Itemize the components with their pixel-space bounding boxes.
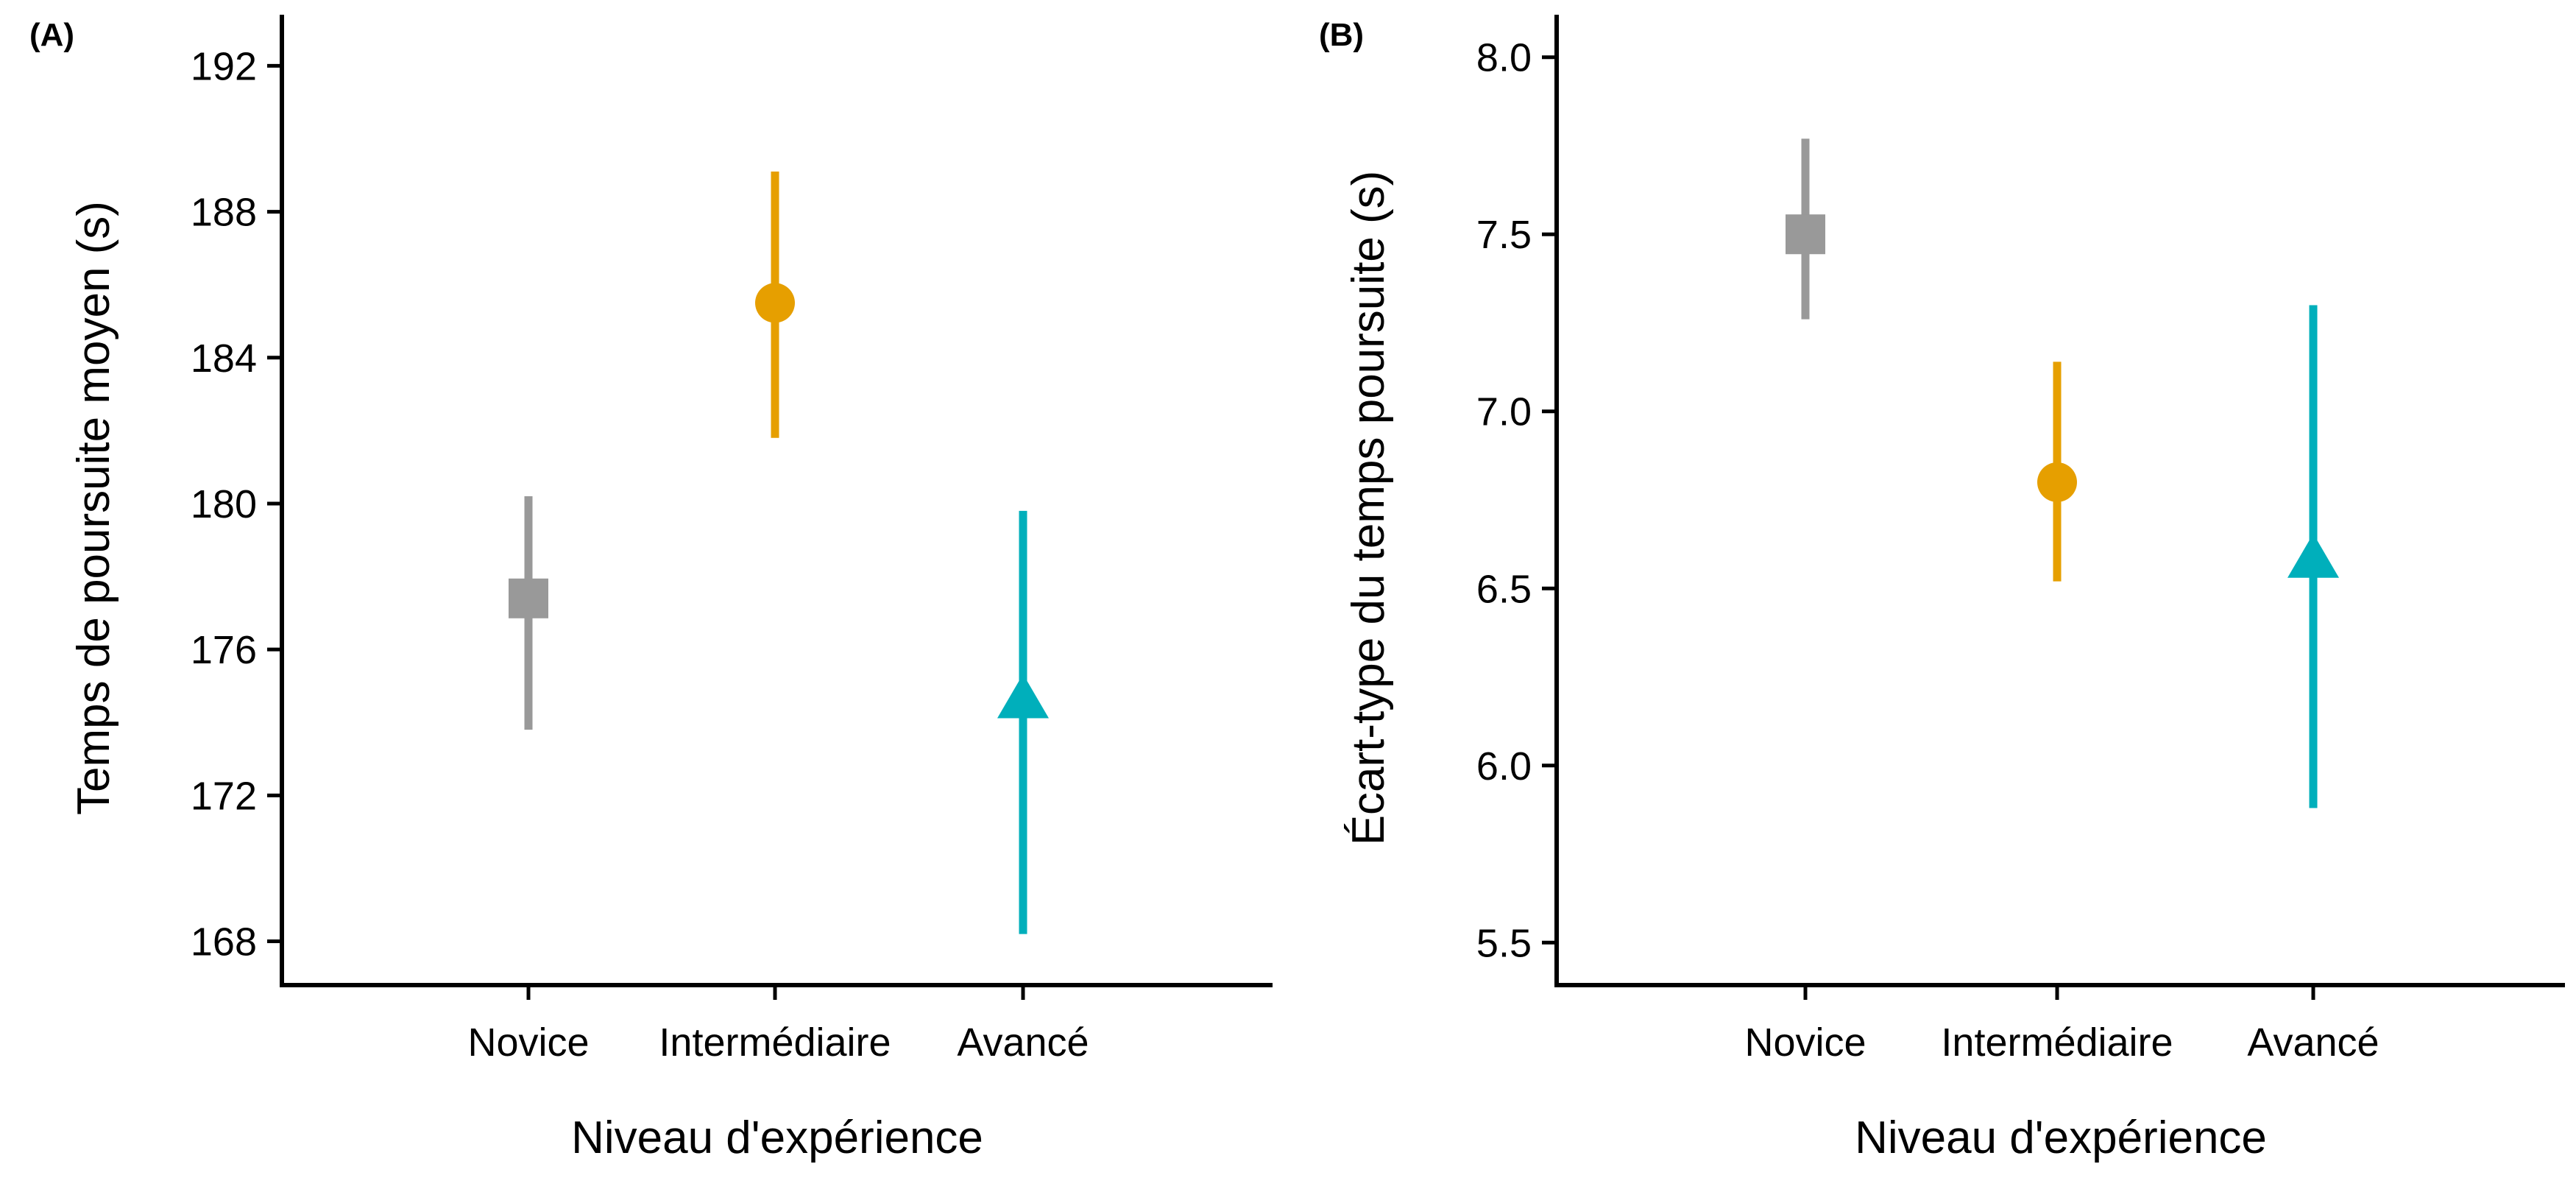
panel-b-x-tick-label: Novice [1744, 1020, 1866, 1065]
panel-b-point-avance [2287, 534, 2339, 578]
panel-a: (A) 168 172 176 180 184 188 192 Novice Interméd… [29, 15, 1273, 1163]
panel-a-y-tick-label: 176 [191, 628, 257, 672]
panel-a-x-ticks: Novice Intermédiaire Avancé [467, 985, 1089, 1065]
panel-a-y-tick-label: 180 [191, 482, 257, 526]
panel-a-tag: (A) [29, 17, 74, 53]
panel-a-y-tick-label: 192 [191, 44, 257, 88]
panel-b-y-tick-label: 8.0 [1476, 36, 1532, 80]
panel-a-x-tick-label: Intermédiaire [659, 1020, 891, 1065]
panel-b-y-ticks: 5.5 6.0 6.5 7.0 7.5 8.0 [1476, 36, 1557, 966]
panel-a-y-tick-label: 184 [191, 336, 257, 381]
panel-b-x-axis-title: Niveau d'expérience [1855, 1112, 2267, 1163]
panel-a-y-axis-title: Temps de poursuite moyen (s) [68, 201, 119, 815]
panel-b-y-tick-label: 6.5 [1476, 567, 1532, 611]
panel-b-point-intermediaire [2037, 462, 2077, 502]
panel-b-y-tick-label: 7.0 [1476, 390, 1532, 434]
panel-b-x-ticks: Novice Intermédiaire Avancé [1744, 985, 2379, 1065]
panel-a-point-novice [509, 579, 548, 618]
panel-a-point-intermediaire [755, 283, 795, 322]
panel-a-y-ticks: 168 172 176 180 184 188 192 [191, 44, 282, 964]
panel-a-y-tick-label: 168 [191, 920, 257, 964]
panel-b-y-axis-title: Écart-type du temps poursuite (s) [1343, 171, 1394, 846]
panel-b: (B) 5.5 6.0 6.5 7.0 7.5 8.0 Novice Intermédiai… [1319, 15, 2565, 1163]
panel-a-point-avance [997, 674, 1049, 719]
panel-b-tag: (B) [1319, 17, 1364, 53]
panel-b-y-tick-label: 6.0 [1476, 744, 1532, 789]
panel-a-x-tick-label: Avancé [957, 1020, 1089, 1065]
panel-b-y-tick-label: 7.5 [1476, 213, 1532, 257]
panel-a-y-tick-label: 172 [191, 774, 257, 818]
panel-a-y-tick-label: 188 [191, 191, 257, 235]
panel-b-x-tick-label: Intermédiaire [1941, 1020, 2173, 1065]
panel-a-x-tick-label: Novice [467, 1020, 589, 1065]
panel-a-x-axis-title: Niveau d'expérience [571, 1112, 983, 1163]
panel-b-x-tick-label: Avancé [2247, 1020, 2379, 1065]
panel-a-marks [509, 172, 1049, 934]
panel-b-marks [1786, 138, 2339, 808]
panel-b-y-tick-label: 5.5 [1476, 921, 1532, 965]
panel-b-point-novice [1786, 214, 1825, 254]
